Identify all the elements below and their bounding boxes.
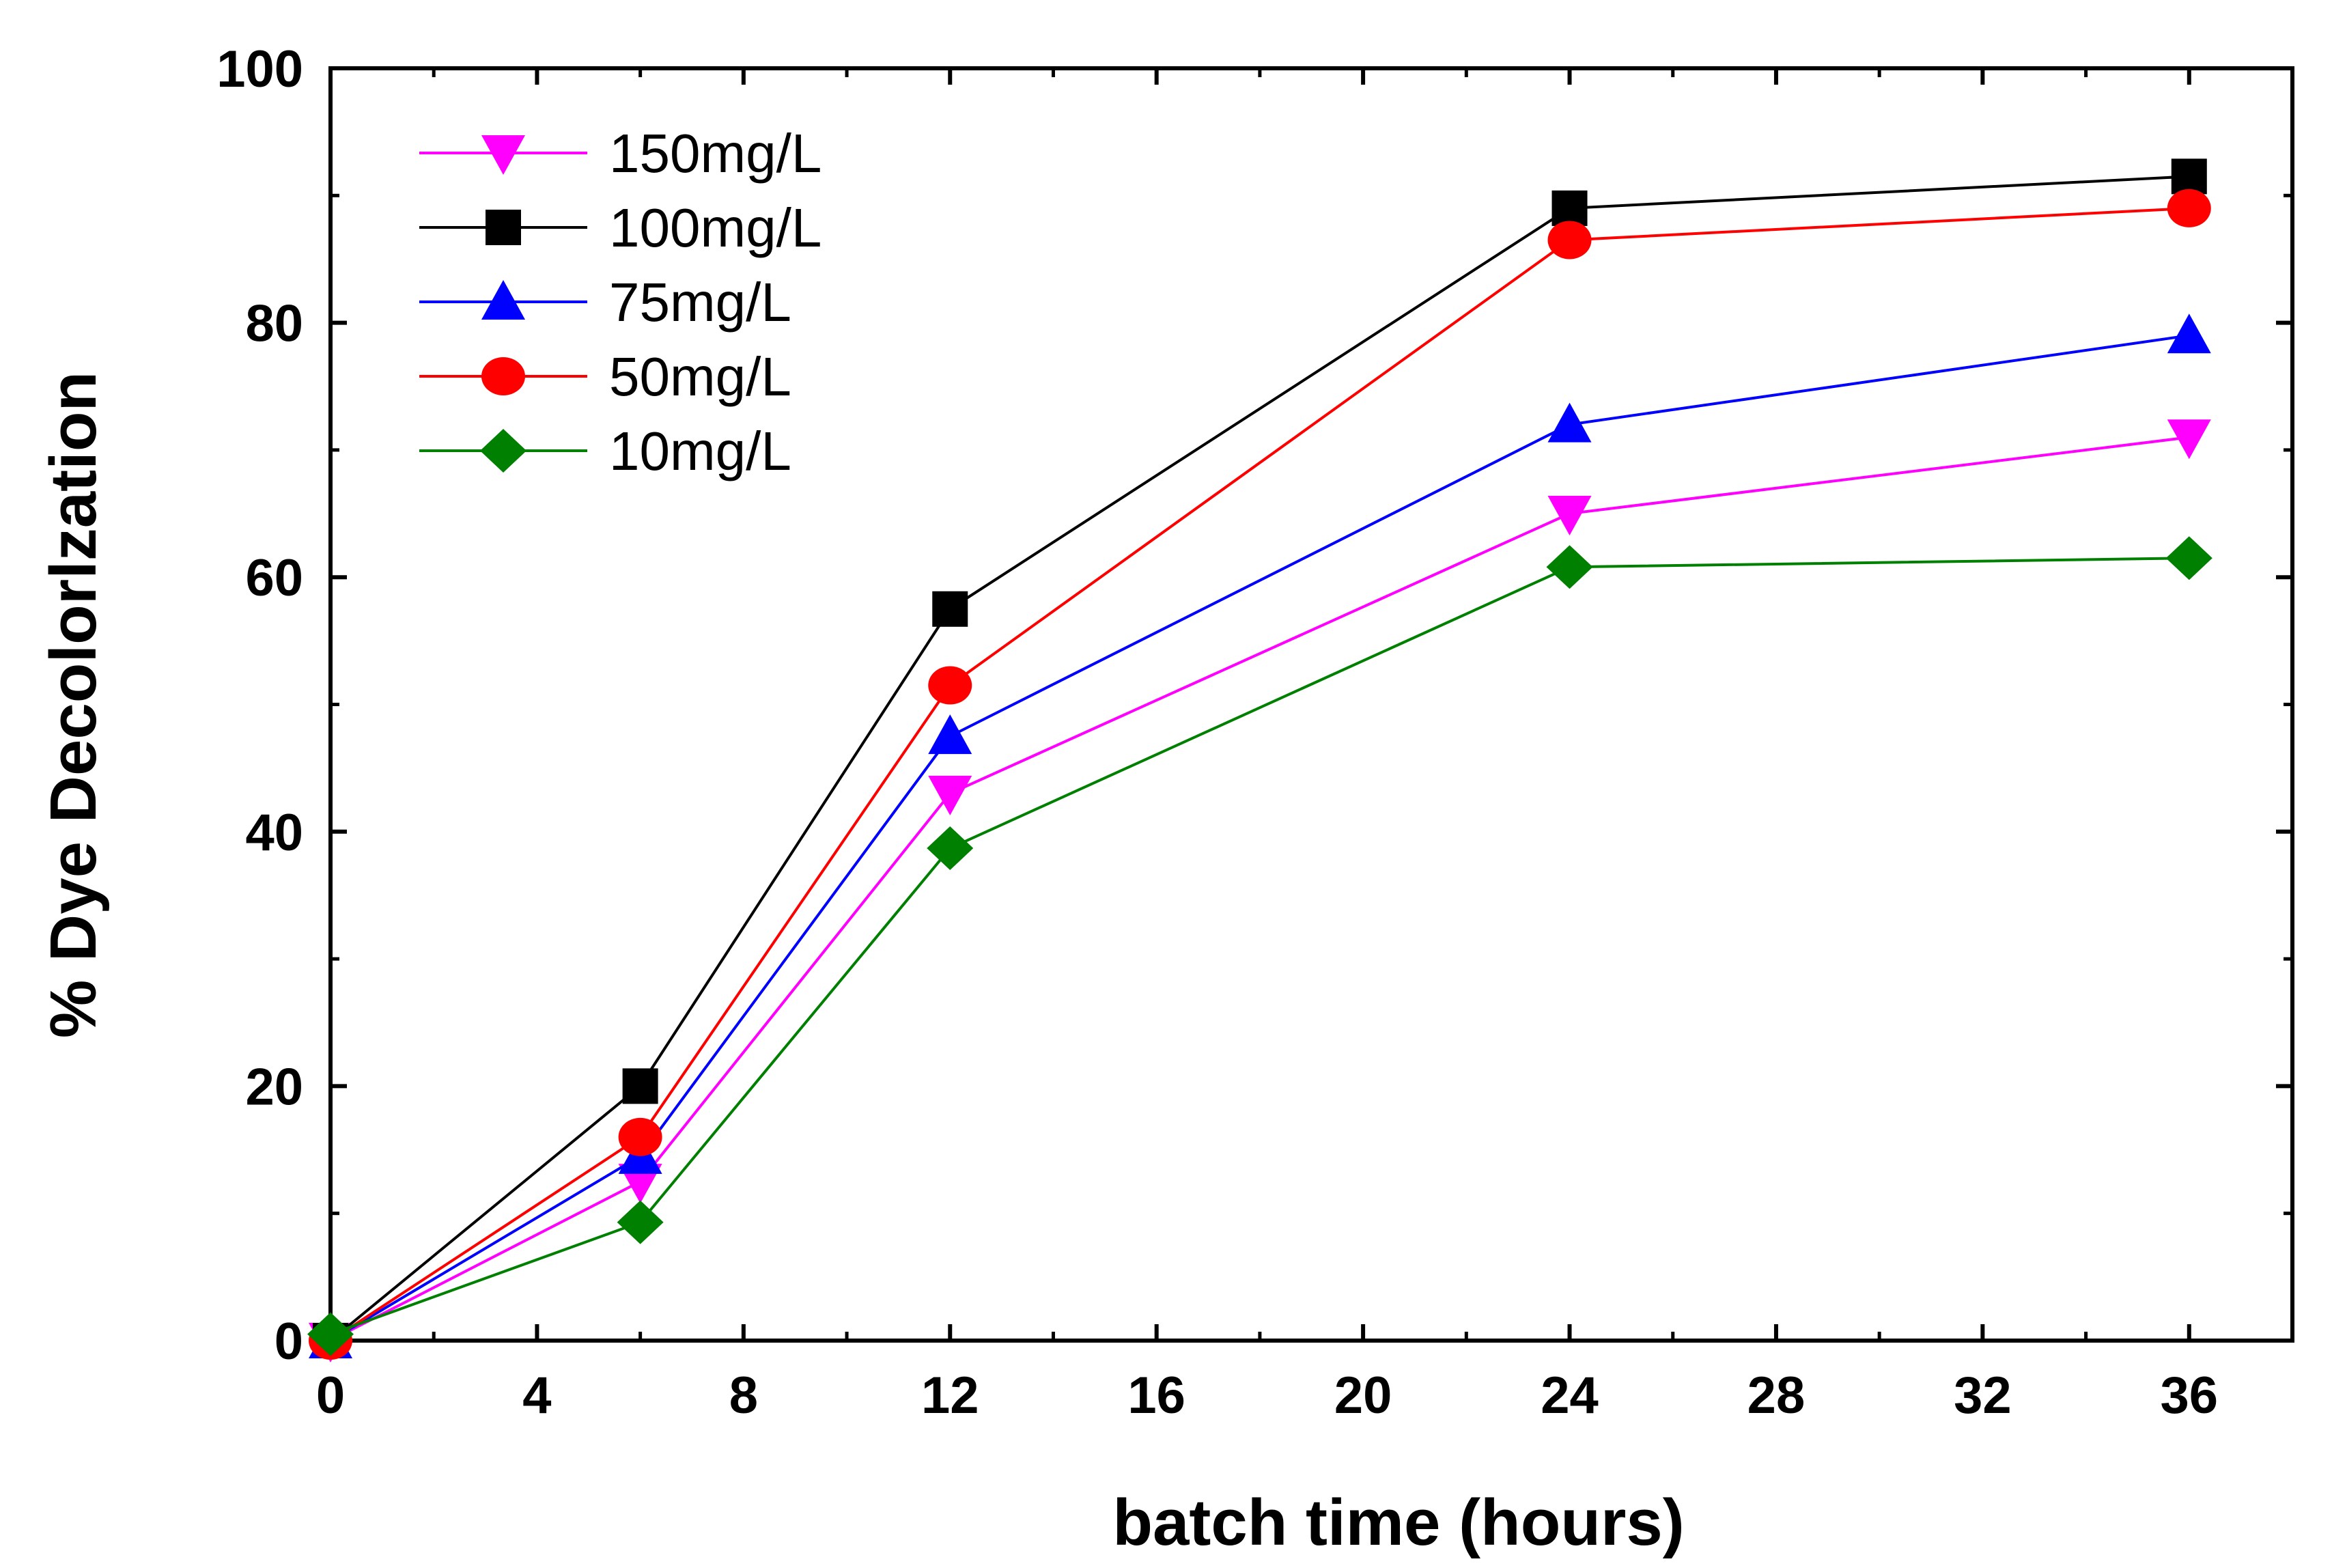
data-point (1551, 190, 1588, 226)
series-10mgl (307, 536, 2212, 1356)
legend-entry: 100mg/L (419, 197, 821, 258)
x-tick-label: 12 (921, 1367, 979, 1425)
data-point (1546, 545, 1593, 589)
legend-marker (480, 429, 526, 473)
x-tick-label: 8 (729, 1367, 758, 1425)
legend-label: 75mg/L (609, 272, 791, 333)
data-point (928, 666, 972, 705)
legend-marker (481, 135, 525, 175)
data-point (928, 775, 972, 815)
x-tick-label: 0 (316, 1367, 345, 1425)
x-tick-label: 16 (1127, 1367, 1185, 1425)
legend-marker (486, 210, 521, 245)
data-point (1547, 221, 1592, 260)
legend-entry: 150mg/L (419, 123, 821, 184)
series-line (330, 557, 2189, 1336)
legend-marker (481, 280, 525, 320)
y-tick-label: 20 (245, 1058, 303, 1116)
data-point (307, 1312, 354, 1356)
y-tick-label: 40 (245, 804, 303, 862)
data-point (2171, 158, 2207, 195)
data-point (1547, 402, 1592, 443)
data-point (2167, 313, 2211, 354)
x-tick-label: 24 (1541, 1367, 1599, 1425)
legend-label: 10mg/L (609, 421, 791, 481)
x-tick-label: 28 (1747, 1367, 1806, 1425)
data-point (932, 591, 968, 627)
x-tick-label: 32 (1954, 1367, 2012, 1425)
series-line (330, 436, 2190, 1342)
data-point (927, 826, 974, 871)
y-tick-label: 80 (245, 295, 303, 353)
x-tick-label: 36 (2161, 1367, 2219, 1425)
legend-marker (481, 357, 525, 395)
legend-label: 150mg/L (609, 123, 821, 184)
y-axis-title: % Dye Decolorlzation (37, 372, 110, 1038)
data-point (928, 714, 972, 755)
data-point (2165, 536, 2212, 580)
legend-label: 100mg/L (609, 197, 821, 258)
y-tick-label: 0 (275, 1313, 303, 1371)
legend-entry: 50mg/L (419, 346, 791, 407)
data-point (618, 1117, 662, 1156)
legend-entry: 75mg/L (419, 272, 791, 333)
data-point (1547, 496, 1592, 536)
legend-entry: 10mg/L (419, 421, 791, 481)
y-tick-label: 100 (216, 40, 303, 98)
x-tick-label: 20 (1334, 1367, 1392, 1425)
data-point (622, 1068, 658, 1104)
x-axis-title: batch time (hours) (1112, 1486, 1684, 1559)
series-line (329, 334, 2190, 1342)
y-tick-label: 60 (245, 549, 303, 607)
legend-label: 50mg/L (609, 346, 791, 407)
x-tick-label: 4 (522, 1367, 551, 1425)
series-100mgl (313, 158, 2207, 1358)
data-point (2167, 419, 2211, 460)
data-point (617, 1200, 664, 1244)
data-point (2167, 188, 2211, 227)
